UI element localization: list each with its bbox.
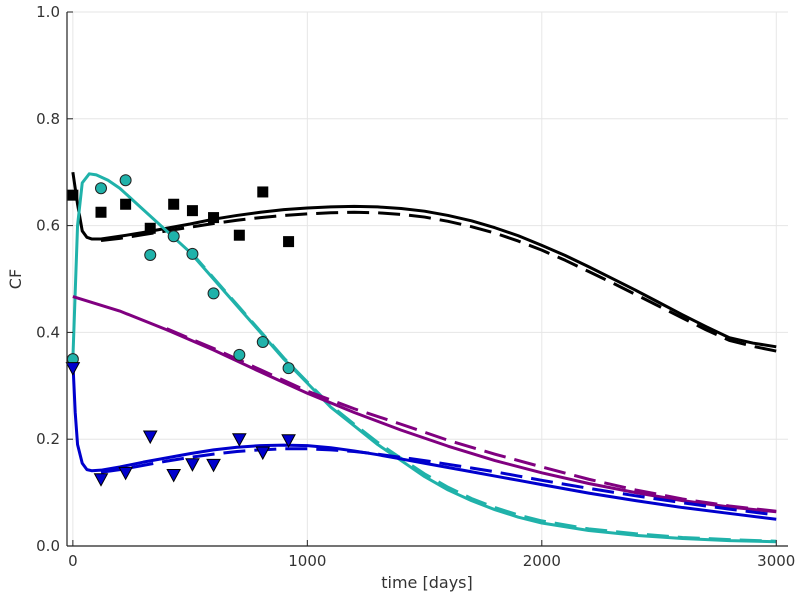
black-solid-line <box>71 171 777 349</box>
teal-circle-marker <box>282 362 295 375</box>
blue-triangle-marker <box>255 446 271 461</box>
blue-triangle-marker <box>281 434 296 448</box>
blue-solid-line <box>71 361 777 521</box>
black-square-marker <box>144 222 156 234</box>
black-square-marker <box>257 186 269 198</box>
black-square-marker <box>186 205 198 217</box>
purple-solid-line <box>72 295 777 514</box>
blue-triangle-marker <box>206 458 221 473</box>
black-square-marker <box>95 206 107 218</box>
blue-triangle-marker <box>166 468 182 483</box>
blue-triangle-marker <box>231 433 247 447</box>
x-tick-label: 2000 <box>523 552 561 570</box>
y-tick-label: 1.0 <box>36 3 60 21</box>
axes <box>66 11 788 547</box>
black-square-marker <box>168 198 180 210</box>
x-tick-label: 0 <box>68 552 78 570</box>
grid <box>67 11 788 547</box>
teal-dashed-line <box>188 250 777 543</box>
black-square-marker <box>283 236 295 248</box>
teal-circle-marker <box>144 248 157 261</box>
black-square-marker <box>208 212 220 224</box>
y-tick-label: 0.6 <box>36 217 60 235</box>
black-square-marker <box>120 198 132 210</box>
x-tick-label: 1000 <box>288 552 326 570</box>
blue-triangle-marker <box>185 458 200 472</box>
teal-circle-marker <box>186 247 199 260</box>
y-tick-label: 0.8 <box>36 110 60 128</box>
x-axis-title: time [days] <box>381 573 472 592</box>
marker-layer <box>65 174 296 487</box>
y-tick-label: 0.0 <box>36 537 60 555</box>
black-square-marker <box>233 229 245 241</box>
y-tick-label: 0.2 <box>36 430 60 448</box>
teal-circle-marker <box>94 182 107 195</box>
teal-circle-marker <box>167 230 180 243</box>
blue-triangle-marker <box>118 466 133 481</box>
tick-labels: 0 1000 2000 3000 0.0 0.2 0.4 0.6 0.8 1.0 <box>36 3 795 570</box>
teal-circle-marker <box>233 348 246 361</box>
black-square-marker <box>67 189 79 201</box>
x-tick-label: 3000 <box>757 552 795 570</box>
purple-dashed-line <box>166 327 777 513</box>
blue-triangle-marker <box>65 362 81 376</box>
teal-circle-marker <box>207 287 220 300</box>
black-dashed-line <box>100 210 777 353</box>
blue-triangle-marker <box>93 473 109 487</box>
series-layer <box>71 171 777 544</box>
teal-circle-marker <box>119 174 132 187</box>
y-axis-title: CF <box>6 269 25 289</box>
blue-triangle-marker <box>142 430 158 445</box>
teal-circle-marker <box>256 336 269 349</box>
y-tick-label: 0.4 <box>36 323 60 341</box>
